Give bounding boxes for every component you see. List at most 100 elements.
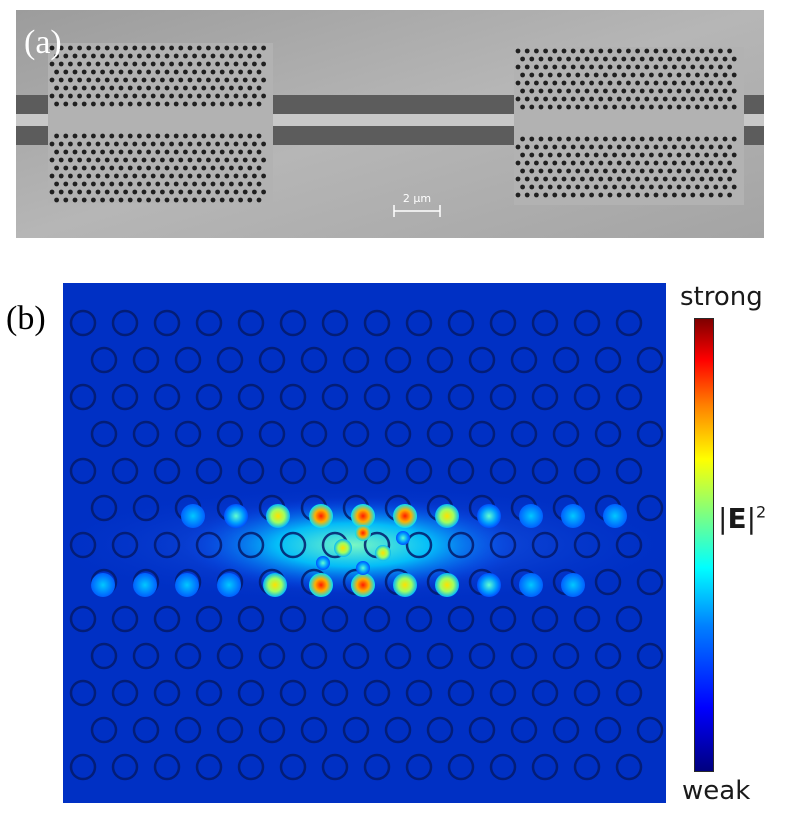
sem-hole (708, 192, 714, 198)
sem-hole (192, 149, 198, 155)
field-hole-ring (636, 642, 664, 670)
sem-hole (215, 93, 221, 99)
sem-hole (196, 93, 202, 99)
sem-hole (731, 72, 737, 78)
field-hole-ring (447, 309, 475, 337)
field-hole-ring (258, 420, 286, 448)
sem-hole (160, 93, 165, 99)
sem-hole (538, 88, 544, 94)
sem-hole (192, 197, 198, 203)
sem-hole (49, 45, 55, 51)
sem-hole (704, 104, 709, 110)
sem-hole (713, 88, 719, 94)
sem-hole (538, 136, 544, 142)
field-hole-ring (195, 457, 223, 485)
sem-hole (118, 53, 124, 59)
sem-hole (529, 104, 535, 110)
sem-hole (681, 176, 686, 182)
sem-hole (552, 48, 558, 54)
sem-hole (54, 197, 59, 203)
sem-hole (626, 96, 631, 102)
sem-hole (515, 192, 521, 198)
sem-hole (593, 72, 599, 78)
field-hole-ring (111, 383, 139, 411)
sem-hole (584, 72, 590, 78)
colorbar-quantity-label: |E|2 (718, 502, 766, 535)
sem-hole (127, 149, 133, 155)
colorbar (694, 318, 714, 772)
sem-hole (63, 85, 69, 91)
upper-row-hotspot (224, 504, 248, 528)
sem-hole (695, 136, 700, 142)
sem-hole (708, 96, 714, 102)
sem-hole (603, 136, 608, 142)
field-hole-ring (321, 309, 349, 337)
sem-hole (708, 48, 714, 54)
sem-hole (616, 192, 622, 198)
sem-hole (196, 141, 202, 147)
sem-hole (155, 149, 161, 155)
sem-hole (137, 85, 142, 91)
field-hole-ring (405, 679, 433, 707)
sem-hole (247, 181, 253, 187)
sem-hole (164, 85, 170, 91)
sem-hole (155, 197, 161, 203)
field-hole-ring (174, 420, 202, 448)
sem-hole (247, 69, 253, 75)
sem-hole (100, 149, 105, 155)
sem-hole (552, 96, 558, 102)
field-hole-ring (300, 716, 328, 744)
field-hole-ring (90, 716, 118, 744)
sem-hole (662, 80, 668, 86)
sem-hole (109, 69, 115, 75)
sem-hole (72, 85, 78, 91)
sem-hole (238, 165, 244, 171)
sem-hole (630, 184, 636, 190)
field-hole-ring (615, 531, 643, 559)
sem-hole (104, 189, 110, 195)
sem-hole (238, 69, 244, 75)
field-hole-ring (489, 309, 517, 337)
sem-hole (215, 61, 221, 67)
field-hole-ring (258, 346, 286, 374)
sem-hole (524, 80, 530, 86)
sem-hole (118, 181, 124, 187)
sem-hole (667, 88, 673, 94)
sem-hole (593, 88, 599, 94)
sem-hole (534, 160, 539, 166)
sem-hole (676, 136, 682, 142)
sem-hole (529, 56, 535, 62)
sem-hole (146, 53, 152, 59)
sem-hole (598, 192, 604, 198)
sem-hole (552, 176, 558, 182)
upper-row-hotspot (351, 504, 375, 528)
sem-hole (58, 141, 64, 147)
sem-hole (247, 149, 253, 155)
sem-hole (169, 189, 175, 195)
sem-hole (543, 176, 548, 182)
sem-hole (658, 136, 663, 142)
field-hole-ring (153, 531, 181, 559)
sem-hole (543, 48, 548, 54)
sem-hole (566, 136, 571, 142)
sem-hole (713, 184, 719, 190)
sem-hole (63, 149, 69, 155)
sem-hole (118, 165, 124, 171)
field-hole-ring (573, 457, 601, 485)
sem-hole (524, 144, 530, 150)
lower-row-hotspot (393, 573, 417, 597)
sem-hole (667, 56, 673, 62)
sem-hole (58, 189, 64, 195)
sem-hole (118, 69, 124, 75)
field-hole-ring (636, 716, 664, 744)
sem-hole (520, 184, 525, 190)
sem-hole (224, 141, 230, 147)
sem-hole (708, 80, 714, 86)
sem-hole (54, 85, 59, 91)
sem-hole (63, 197, 69, 203)
sem-hole (63, 165, 69, 171)
sem-hole (91, 165, 96, 171)
sem-hole (534, 64, 539, 70)
sem-hole (169, 157, 175, 163)
sem-hole (616, 176, 622, 182)
